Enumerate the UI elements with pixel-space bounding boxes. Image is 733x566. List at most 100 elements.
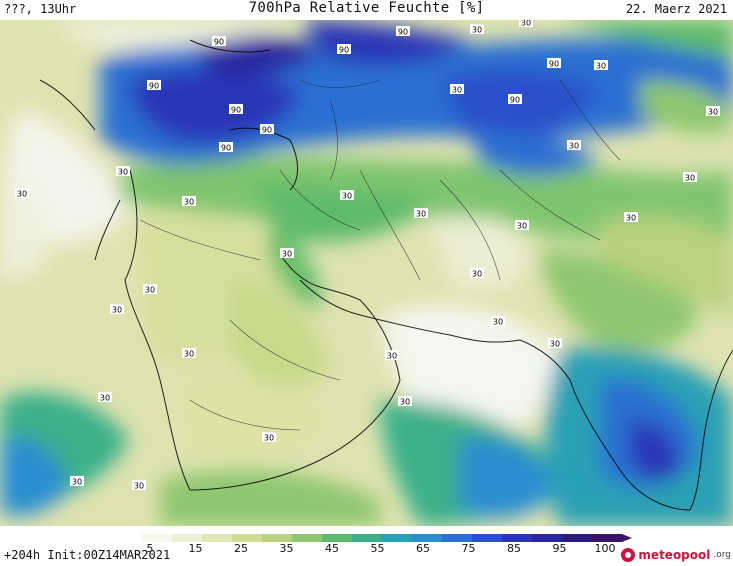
colorbar-segment: [232, 534, 263, 542]
label-90: 90: [219, 142, 233, 153]
svg-text:30: 30: [521, 20, 531, 28]
colorbar-segment: [112, 534, 143, 542]
label-30: 30: [515, 220, 529, 231]
label-30: 30: [70, 476, 84, 487]
valid-time-label: ???, 13Uhr: [4, 2, 77, 16]
colorbar-tick-label: 35: [279, 542, 294, 555]
colorbar-segment: [172, 534, 203, 542]
label-30: 30: [98, 392, 112, 403]
svg-text:30: 30: [17, 190, 27, 199]
svg-text:30: 30: [596, 62, 606, 71]
svg-text:30: 30: [72, 478, 82, 487]
label-30: 30: [470, 24, 484, 35]
map-footer: 5 15 25 35 45 55 65 75 85 95 100 +204h Init:00Z14M…: [0, 526, 733, 566]
brand-name: meteopool: [638, 548, 711, 562]
colorbar-segment: [262, 534, 293, 542]
svg-text:30: 30: [472, 270, 482, 279]
init-time-label: +204h Init:00Z14MAR2021: [4, 548, 171, 562]
label-30: 30: [385, 350, 399, 361]
colorbar-ticks: 5 15 25 35 45 55 65 75 85 95 100: [112, 542, 632, 556]
colorbar-tick-label: 75: [461, 542, 476, 555]
valid-date-label: 22. Maerz 2021: [625, 2, 727, 16]
label-90: 90: [229, 104, 243, 115]
svg-text:30: 30: [493, 318, 503, 327]
label-90: 90: [147, 80, 161, 91]
colorbar-tick-label: 15: [188, 542, 203, 555]
svg-text:30: 30: [708, 108, 718, 117]
colorbar-segment: [412, 534, 443, 542]
label-90: 90: [337, 44, 351, 55]
country-borders: [139, 79, 621, 431]
svg-text:30: 30: [626, 214, 636, 223]
label-90: 90: [260, 124, 274, 135]
colorbar-segment: [202, 534, 233, 542]
colorbar-segment: [562, 534, 593, 542]
label-30: 30: [143, 284, 157, 295]
svg-text:30: 30: [550, 340, 560, 349]
humidity-map: 90 90 90 90 90 90: [0, 20, 733, 526]
label-30: 30: [182, 196, 196, 207]
colorbar: [112, 534, 632, 542]
label-30: 30: [262, 432, 276, 443]
label-30: 30: [182, 348, 196, 359]
svg-text:90: 90: [262, 126, 272, 135]
svg-text:30: 30: [118, 168, 128, 177]
brand-tld: .org: [713, 550, 731, 560]
svg-text:30: 30: [342, 192, 352, 201]
colorbar-segment: [502, 534, 533, 542]
svg-text:30: 30: [282, 250, 292, 259]
contour-labels: 90 90 90 90 90 90: [15, 20, 720, 491]
svg-text:90: 90: [214, 38, 224, 47]
colorbar-segment: [442, 534, 473, 542]
label-90: 90: [547, 58, 561, 69]
svg-text:90: 90: [221, 144, 231, 153]
label-30: 30: [683, 172, 697, 183]
label-90: 90: [212, 36, 226, 47]
label-30: 30: [15, 188, 29, 199]
svg-text:30: 30: [112, 306, 122, 315]
label-30: 30: [450, 84, 464, 95]
colorbar-segment: [292, 534, 323, 542]
logo-icon: [621, 548, 636, 562]
svg-text:90: 90: [398, 28, 408, 37]
colorbar-tick-label: 100: [594, 542, 616, 555]
svg-text:90: 90: [339, 46, 349, 55]
label-30: 30: [491, 316, 505, 327]
colorbar-tick-label: 45: [325, 542, 339, 555]
label-30: 30: [414, 208, 428, 219]
label-30: 30: [624, 212, 638, 223]
label-30: 30: [398, 396, 412, 407]
colorbar-segment: [472, 534, 503, 542]
svg-text:30: 30: [387, 352, 397, 361]
label-90: 90: [396, 26, 410, 37]
coastlines: [39, 39, 733, 511]
label-30: 30: [567, 140, 581, 151]
svg-text:30: 30: [184, 350, 194, 359]
svg-text:90: 90: [549, 60, 559, 69]
colorbar-tick-label: 95: [552, 542, 567, 555]
colorbar-tick-label: 25: [234, 542, 248, 555]
colorbar-segment: [352, 534, 383, 542]
svg-text:30: 30: [134, 482, 144, 491]
svg-text:30: 30: [685, 174, 695, 183]
label-30: 30: [548, 338, 562, 349]
label-30: 30: [340, 190, 354, 201]
label-30: 30: [519, 20, 533, 28]
meteopool-logo[interactable]: meteopool .org: [621, 546, 731, 564]
svg-text:30: 30: [145, 286, 155, 295]
colorbar-segment: [142, 534, 173, 542]
svg-text:30: 30: [416, 210, 426, 219]
label-30: 30: [110, 304, 124, 315]
svg-text:30: 30: [472, 26, 482, 35]
svg-text:30: 30: [452, 86, 462, 95]
label-30: 30: [594, 60, 608, 71]
colorbar-tick-label: 5: [146, 542, 154, 555]
label-30: 30: [132, 480, 146, 491]
label-30: 30: [280, 248, 294, 259]
colorbar-segment: [532, 534, 563, 542]
colorbar-segment: [592, 534, 623, 542]
map-title: 700hPa Relative Feuchte [%]: [248, 0, 485, 16]
label-30: 30: [470, 268, 484, 279]
label-30: 30: [116, 166, 130, 177]
svg-text:90: 90: [149, 82, 159, 91]
